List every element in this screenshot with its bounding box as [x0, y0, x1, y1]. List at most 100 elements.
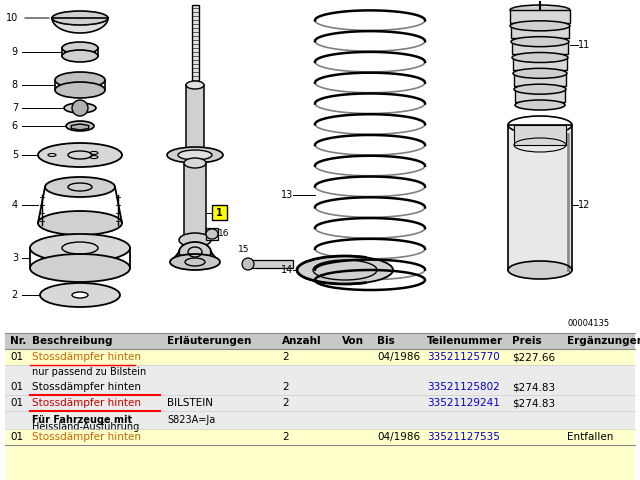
Bar — [5, 379, 635, 395]
Text: Für Fahrzeuge mit: Für Fahrzeuge mit — [32, 415, 132, 425]
Text: Von: Von — [342, 336, 364, 346]
Ellipse shape — [72, 100, 88, 116]
Ellipse shape — [38, 143, 122, 167]
Text: Stossdämpfer hinten: Stossdämpfer hinten — [32, 352, 141, 362]
Text: 04/1986: 04/1986 — [377, 432, 420, 442]
Ellipse shape — [72, 292, 88, 298]
Text: 6: 6 — [12, 121, 18, 131]
Text: Beschreibung: Beschreibung — [32, 336, 113, 346]
Bar — [5, 395, 635, 411]
Ellipse shape — [513, 68, 567, 78]
Ellipse shape — [510, 21, 570, 31]
Bar — [511, 26, 569, 38]
Bar — [191, 5, 198, 85]
Text: Teilenummer: Teilenummer — [427, 336, 503, 346]
Text: $274.83: $274.83 — [512, 382, 555, 392]
Text: 12: 12 — [578, 200, 590, 210]
Text: S823A=Ja: S823A=Ja — [167, 415, 215, 425]
Text: BILSTEIN: BILSTEIN — [167, 398, 213, 408]
Ellipse shape — [184, 158, 206, 168]
Text: 15: 15 — [238, 245, 250, 254]
Bar — [5, 365, 635, 379]
Text: 14: 14 — [281, 265, 293, 275]
Polygon shape — [71, 124, 89, 130]
Text: 2: 2 — [282, 352, 289, 362]
Text: Entfallen: Entfallen — [567, 432, 613, 442]
Bar — [248, 260, 293, 268]
Ellipse shape — [508, 261, 572, 279]
Ellipse shape — [66, 121, 94, 131]
Text: 01: 01 — [10, 382, 23, 392]
Text: 01: 01 — [10, 432, 23, 442]
Text: Nr.: Nr. — [10, 336, 26, 346]
Bar — [5, 411, 635, 429]
Ellipse shape — [297, 256, 393, 284]
Text: 4: 4 — [12, 200, 18, 210]
Text: 01: 01 — [10, 398, 23, 408]
Ellipse shape — [55, 82, 105, 98]
Bar — [5, 333, 635, 349]
Text: 01: 01 — [10, 352, 23, 362]
Bar — [512, 42, 568, 54]
Ellipse shape — [62, 50, 98, 62]
Text: 33521127535: 33521127535 — [427, 432, 500, 442]
Text: 1: 1 — [216, 207, 223, 217]
Ellipse shape — [178, 150, 212, 160]
Text: 5: 5 — [12, 150, 18, 160]
Text: 2: 2 — [282, 382, 289, 392]
Polygon shape — [52, 18, 108, 33]
Ellipse shape — [510, 5, 570, 15]
Text: nur passend zu Bilstein: nur passend zu Bilstein — [32, 367, 147, 377]
Ellipse shape — [30, 234, 130, 262]
Ellipse shape — [515, 100, 565, 110]
Bar — [514, 73, 566, 86]
Ellipse shape — [40, 283, 120, 307]
Bar — [184, 163, 206, 240]
Text: 10: 10 — [6, 13, 18, 23]
Text: Stossdämpfer hinten: Stossdämpfer hinten — [32, 432, 141, 442]
Ellipse shape — [186, 81, 204, 89]
Bar — [510, 10, 570, 23]
Text: Erläuterungen: Erläuterungen — [167, 336, 252, 346]
Bar — [5, 349, 635, 365]
Text: 00004135: 00004135 — [568, 319, 610, 327]
Text: 13: 13 — [281, 190, 293, 200]
Ellipse shape — [514, 84, 566, 94]
Text: 2: 2 — [282, 398, 289, 408]
Text: 16: 16 — [218, 228, 230, 238]
Text: Stossdämpfer hinten: Stossdämpfer hinten — [32, 398, 141, 408]
Bar — [5, 429, 635, 445]
Text: 33521125802: 33521125802 — [427, 382, 500, 392]
Text: Stossdämpfer hinten: Stossdämpfer hinten — [32, 382, 141, 392]
Text: 9: 9 — [12, 47, 18, 57]
Bar — [513, 58, 567, 70]
Ellipse shape — [30, 254, 130, 282]
Bar — [186, 85, 204, 155]
Ellipse shape — [170, 254, 220, 270]
Ellipse shape — [167, 147, 223, 163]
Text: 8: 8 — [12, 80, 18, 90]
Ellipse shape — [512, 52, 568, 62]
Ellipse shape — [179, 242, 211, 262]
Text: 33521129241: 33521129241 — [427, 398, 500, 408]
Ellipse shape — [55, 72, 105, 88]
Ellipse shape — [64, 103, 96, 113]
Ellipse shape — [62, 42, 98, 54]
Text: 11: 11 — [578, 40, 590, 50]
Ellipse shape — [511, 36, 569, 47]
Ellipse shape — [52, 11, 108, 25]
Text: Heissland-Ausführung: Heissland-Ausführung — [32, 422, 140, 432]
Ellipse shape — [206, 229, 218, 239]
Ellipse shape — [242, 258, 254, 270]
Bar — [206, 228, 218, 240]
Bar — [5, 445, 635, 480]
Text: 04/1986: 04/1986 — [377, 352, 420, 362]
Text: 7: 7 — [12, 103, 18, 113]
Text: 2: 2 — [12, 290, 18, 300]
Text: Ergänzungen: Ergänzungen — [567, 336, 640, 346]
Bar — [515, 89, 565, 102]
Text: 3: 3 — [12, 253, 18, 263]
Ellipse shape — [45, 177, 115, 197]
Text: 33521125770: 33521125770 — [427, 352, 500, 362]
Text: Anzahl: Anzahl — [282, 336, 322, 346]
